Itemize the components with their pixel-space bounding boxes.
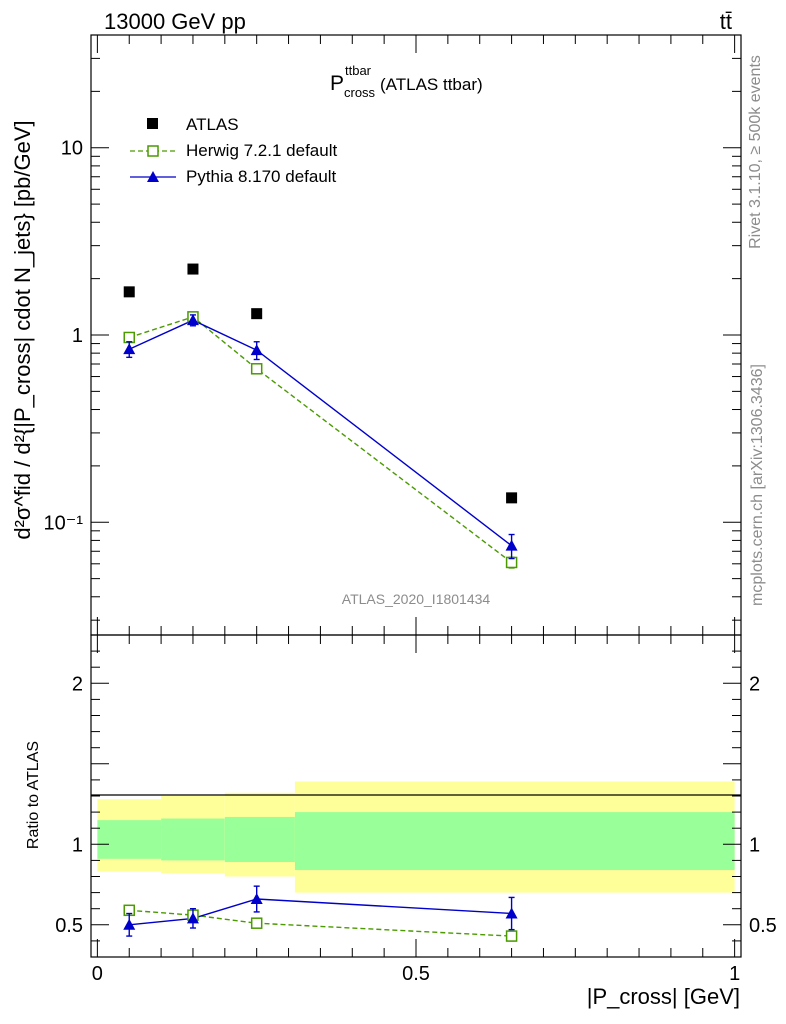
herwig-line — [128, 316, 513, 564]
title-suffix: (ATLAS ttbar) — [380, 75, 483, 94]
ratio-y-tick-label-right: 2 — [749, 673, 760, 695]
ratio-band-inner — [224, 816, 295, 863]
ratio-pythia-point — [250, 893, 263, 905]
title-main: P — [330, 72, 344, 95]
atlas-point — [251, 308, 263, 320]
ratio-y-label: Ratio to ATLAS — [25, 741, 42, 849]
x-tick-label: 0.5 — [402, 963, 430, 985]
ratio-series-lines — [129, 898, 512, 937]
atlas-point — [506, 492, 518, 504]
pythia-line — [128, 319, 513, 547]
y-tick-label: 1 — [72, 325, 83, 347]
legend-marker-atlas — [147, 118, 158, 129]
legend-label-atlas: ATLAS — [186, 115, 239, 134]
ratio-pythia-point — [123, 918, 136, 930]
pythia-point — [250, 344, 263, 356]
ratio-herwig-point — [505, 930, 518, 942]
rivet-label: Rivet 3.1.10, ≥ 500k events — [747, 55, 764, 249]
process-label: tt̄ — [720, 9, 732, 34]
pythia-point — [123, 343, 136, 355]
x-label-text: |P_cross| [GeV] — [587, 984, 740, 1009]
ratio-band-inner — [97, 820, 162, 859]
ratio-y-tick-label-right: 1 — [749, 834, 760, 856]
atlas-point — [123, 286, 135, 298]
ratio-pythia-point — [505, 907, 518, 919]
y-label-text: d²σ^fid / d²{|P_cross| cdot N_jets} [pb/… — [10, 120, 35, 539]
legend-label-pythia: Pythia 8.170 default — [186, 167, 337, 186]
main-axis-ticks: 10⁻¹ 1 10 — [44, 34, 741, 635]
ratio-panel: 0.5 0.5 1 1 2 2 0 0.5 1 — [55, 634, 777, 985]
legend-label-herwig: Herwig 7.2.1 default — [186, 141, 337, 160]
ratio-band-inner — [161, 818, 225, 861]
legend-marker-herwig — [147, 145, 159, 157]
ratio-y-tick-label-right: 0.5 — [749, 915, 777, 937]
y-tick-label: 10 — [61, 138, 83, 160]
pythia-point — [186, 314, 199, 326]
x-tick-label: 1 — [729, 963, 740, 985]
atlas-point — [187, 263, 199, 275]
herwig-point — [123, 331, 135, 344]
ratio-series-markers — [123, 885, 518, 942]
ratio-herwig-line — [129, 909, 512, 937]
legend-marker-pythia — [147, 171, 159, 182]
x-axis-label: |P_cross| [GeV] — [587, 984, 740, 1009]
ratio-band-inner — [294, 812, 735, 871]
main-series-lines — [128, 316, 513, 564]
ratio-herwig-point — [250, 917, 263, 929]
pythia-point — [505, 539, 518, 551]
title-sup: ttbar — [345, 63, 372, 78]
ratio-pythia-line — [129, 898, 512, 926]
main-panel: 10⁻¹ 1 10 P ttbar cross (ATLAS ttbar) ATLA… — [44, 34, 742, 636]
herwig-point — [250, 363, 263, 375]
ratio-y-tick-label: 1 — [72, 834, 83, 856]
ratio-pythia-point — [186, 912, 199, 924]
ratio-y-tick-label: 0.5 — [55, 915, 83, 937]
main-series-markers — [123, 263, 518, 569]
mcplots-label: mcplots.cern.ch [arXiv:1306.3436] — [749, 364, 766, 606]
title-sub: cross — [344, 85, 376, 100]
x-tick-label: 0 — [92, 963, 103, 985]
ratio-bands — [97, 781, 735, 893]
main-y-label: d²σ^fid / d²{|P_cross| cdot N_jets} [pb/… — [10, 120, 35, 539]
ratio-axis-ticks: 0.5 0.5 1 1 2 2 0 0.5 1 — [55, 634, 777, 985]
y-tick-label: 10⁻¹ — [44, 512, 84, 534]
energy-label: 13000 GeV pp — [104, 9, 246, 34]
ratio-y-tick-label: 2 — [72, 673, 83, 695]
analysis-id: ATLAS_2020_I1801434 — [342, 591, 491, 607]
legend: ATLAS Herwig 7.2.1 default Pythia 8.170 … — [130, 115, 337, 186]
plot-title: P ttbar cross (ATLAS ttbar) — [330, 63, 483, 100]
